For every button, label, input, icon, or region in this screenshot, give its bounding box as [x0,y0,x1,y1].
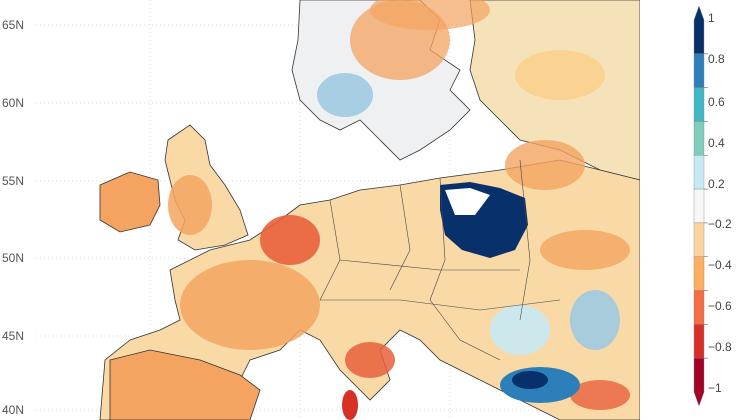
colorbar-label-0-8: 0.8 [708,52,725,66]
lat-label-55n: 55N [2,174,25,188]
colorbar-segment [693,87,705,122]
colorbar-arrow-bottom [693,357,705,407]
colorbar-segment [693,222,705,257]
colorbar-label-neg-0-8: −0.8 [708,340,732,354]
colorbar-segment [693,256,705,291]
colorbar-label-neg-1: −1 [708,381,722,395]
europe-correlation-map [36,0,640,420]
colorbar-label-0-4: 0.4 [708,136,725,150]
colorbar-label-1: 1 [708,11,715,25]
country-borders [319,159,561,361]
lat-label-50n: 50N [2,251,25,265]
colorbar-segment [693,188,705,224]
colorbar-label-neg-0-6: −0.6 [708,299,732,313]
colorbar-label-neg-0-4: −0.4 [708,258,732,272]
lat-label-45n: 45N [2,329,25,343]
lat-label-65n: 65N [2,18,25,32]
map-panel: 65N 60N 55N 50N 45N 40N [0,0,640,420]
lat-label-60n: 60N [2,96,25,110]
lat-label-40n: 40N [2,403,25,417]
anomaly-patches [168,0,630,420]
land-ireland [99,171,161,233]
colorbar-segment [693,155,705,190]
colorbar-segment [693,324,705,359]
colorbar-segment [693,290,705,325]
colorbar-arrow-top [693,5,705,55]
colorbar-label-0-2: 0.2 [708,177,725,191]
land-iberia [109,349,261,420]
colorbar-segments [693,5,708,407]
colorbar [693,5,708,407]
colorbar-label-neg-0-2: −0.2 [708,217,732,231]
colorbar-segment [693,53,705,88]
colorbar-label-0-6: 0.6 [708,95,725,109]
colorbar-segment [693,121,705,156]
